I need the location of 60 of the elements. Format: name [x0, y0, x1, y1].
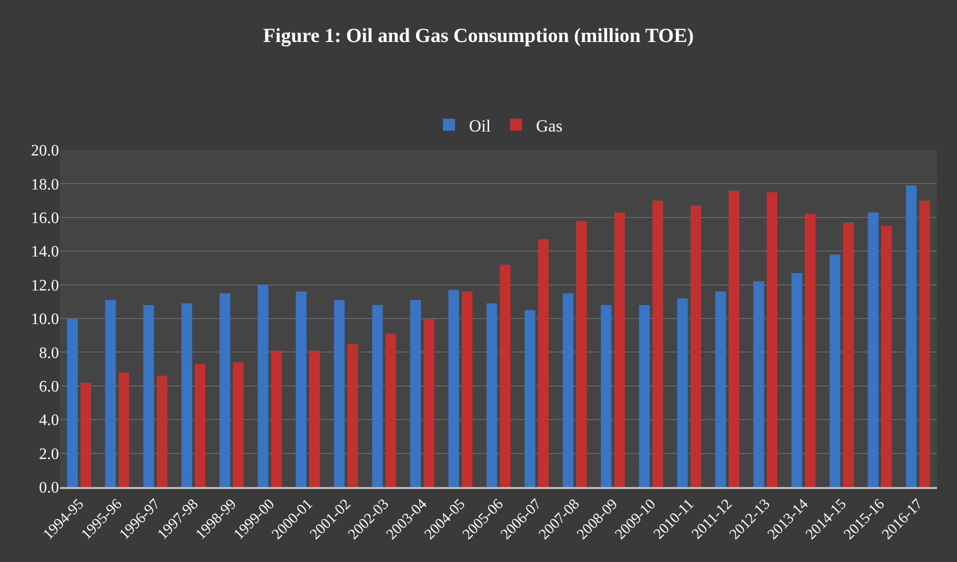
bar: [271, 350, 282, 487]
bar: [538, 239, 549, 487]
y-tick-label: 16.0: [31, 210, 59, 227]
bar: [600, 305, 612, 487]
bar: [830, 254, 840, 487]
bar: [500, 264, 511, 487]
y-tick-label: 2.0: [39, 446, 59, 463]
legend-label: Gas: [536, 116, 562, 136]
bar: [486, 303, 498, 487]
bar: [424, 318, 434, 487]
bar: [753, 281, 764, 487]
bar: [728, 190, 740, 487]
bar: [462, 292, 472, 487]
bar: [296, 292, 307, 487]
y-tick-label: 8.0: [39, 344, 59, 362]
bar: [385, 334, 396, 487]
bar: [347, 344, 358, 487]
bar: [372, 305, 383, 487]
y-tick-label: 12.0: [31, 277, 59, 294]
bar: [258, 284, 268, 487]
legend-label: Oil: [469, 116, 491, 136]
y-tick-label: 6.0: [39, 378, 59, 396]
bar: [181, 303, 192, 487]
bar: [715, 292, 726, 487]
bar: [614, 212, 625, 487]
bar: [118, 372, 130, 487]
bar: [639, 305, 650, 487]
y-tick-label: 14.0: [31, 244, 59, 261]
bar: [881, 226, 892, 487]
bar: [562, 293, 574, 487]
bar: [156, 376, 168, 487]
bar: [792, 273, 802, 487]
y-tick-label: 18.0: [31, 176, 59, 194]
bar: [677, 298, 688, 487]
y-tick-label: 0.0: [39, 480, 59, 497]
bar: [410, 300, 421, 487]
bar: [80, 382, 92, 487]
bar: [143, 305, 154, 487]
bar: [194, 364, 206, 487]
bar: [690, 206, 702, 487]
bar: [919, 200, 930, 487]
bar: [652, 200, 664, 487]
bar: [906, 185, 917, 487]
bar: [232, 362, 244, 487]
bar: [766, 192, 778, 487]
chart-title: Figure 1: Oil and Gas Consumption (million TOE): [263, 25, 694, 48]
y-tick-label: 4.0: [39, 412, 59, 430]
bar: [220, 293, 230, 487]
bar: [524, 310, 536, 487]
y-tick-label: 20.0: [31, 142, 59, 160]
y-tick-label: 10.0: [31, 311, 59, 328]
bar: [448, 290, 460, 487]
bar: [67, 318, 78, 487]
bar: [105, 300, 116, 487]
bar: [804, 214, 816, 487]
bar: [309, 350, 320, 487]
bar: [334, 300, 345, 487]
bar: [576, 220, 587, 487]
bar: [843, 222, 854, 487]
bar: [868, 212, 878, 487]
